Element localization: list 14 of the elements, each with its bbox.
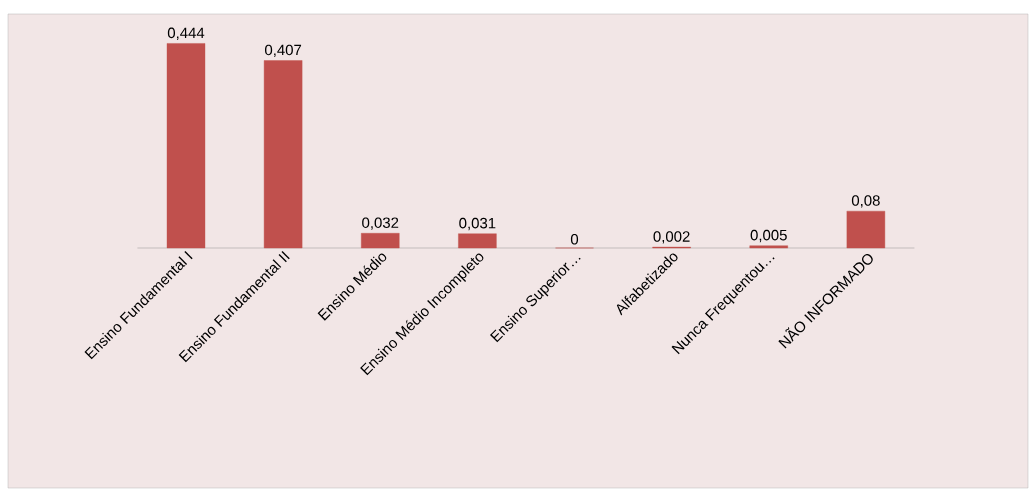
data-label: 0,08: [851, 195, 880, 208]
bar: [166, 43, 206, 249]
data-label: 0: [570, 233, 579, 245]
bar: [749, 245, 788, 249]
bar: [263, 60, 303, 249]
data-label: 0,005: [750, 229, 787, 243]
data-label: 0,032: [362, 217, 399, 230]
bar: [361, 233, 400, 249]
data-label: 0,031: [459, 217, 496, 231]
data-label: 0,444: [167, 27, 205, 40]
data-label: 0,407: [265, 44, 302, 57]
bar: [846, 210, 886, 249]
bar: [458, 233, 497, 249]
data-label: 0,002: [653, 231, 690, 244]
